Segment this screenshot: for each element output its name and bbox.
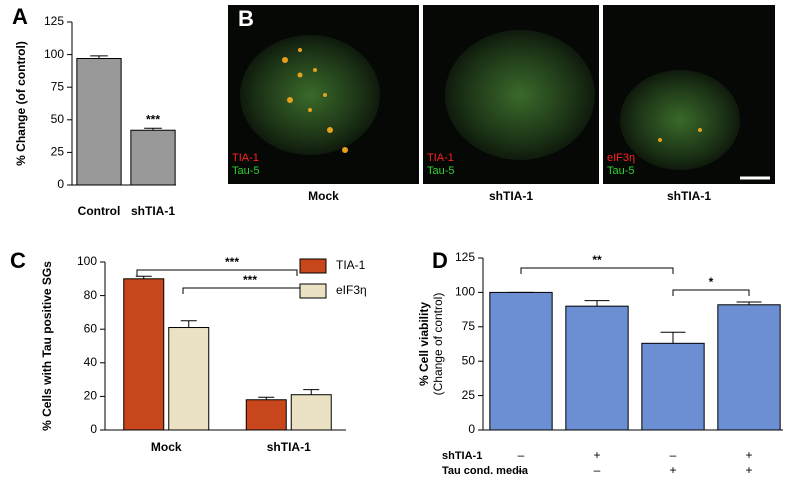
table-cell: +: [669, 463, 676, 477]
table-cell: –: [594, 463, 601, 477]
y-axis-label: % Cell viability: [417, 302, 431, 386]
bar: [168, 327, 210, 431]
x-tick-label: shTIA-1: [267, 440, 311, 454]
bar: [245, 399, 287, 431]
green-label: Tau-5: [427, 165, 455, 177]
y-tick-label: 125: [44, 14, 64, 28]
y-tick-label: 0: [468, 422, 475, 436]
caption: shTIA-1: [489, 189, 533, 203]
significance: **: [592, 253, 602, 267]
cell: [620, 70, 740, 170]
table-cell: –: [518, 448, 525, 462]
y-axis-label: % Cells with Tau positive SGs: [40, 261, 54, 431]
legend-swatch: [299, 258, 327, 274]
cell: [240, 35, 380, 155]
caption: Mock: [308, 189, 339, 203]
legend-label: eIF3η: [336, 283, 367, 297]
panel-label: B: [238, 6, 254, 31]
significance: ***: [146, 112, 160, 126]
bar: [641, 342, 705, 431]
y-tick-label: 0: [57, 177, 64, 191]
panel-label: A: [12, 4, 28, 29]
x-tick-label: Control: [78, 204, 121, 218]
bracket: [136, 269, 298, 276]
red-label: TIA-1: [232, 152, 259, 164]
bar: [290, 394, 332, 431]
y-tick-label: 80: [84, 288, 98, 302]
y-axis-label: % Change (of control): [14, 41, 28, 166]
panel-label: D: [432, 248, 448, 273]
y-tick-label: 100: [455, 285, 475, 299]
x-tick-label: Mock: [151, 440, 182, 454]
y-tick-label: 100: [77, 254, 97, 268]
significance: ***: [243, 273, 257, 287]
bar: [717, 304, 781, 431]
y-tick-label: 50: [51, 112, 65, 126]
red-label: eIF3η: [607, 152, 635, 164]
y-tick-label: 40: [84, 355, 98, 369]
granules: [282, 48, 702, 153]
y-tick-label: 0: [90, 422, 97, 436]
significance: *: [709, 275, 714, 289]
cell: [445, 30, 595, 160]
error-bar: [584, 300, 610, 307]
red-label: TIA-1: [427, 152, 454, 164]
y-tick-label: 60: [84, 321, 98, 335]
table-row-label: shTIA-1: [442, 450, 482, 462]
y-axis-label: (Change of control): [431, 293, 445, 396]
error-bar: [135, 275, 152, 279]
table-cell: –: [670, 448, 677, 462]
bar: [489, 291, 553, 431]
caption: shTIA-1: [667, 189, 711, 203]
bar: [565, 305, 629, 431]
green-label: Tau-5: [607, 165, 635, 177]
error-bar: [90, 55, 108, 59]
panel-label: C: [10, 248, 26, 273]
table-cell: +: [745, 463, 752, 477]
bar: [130, 129, 176, 186]
error-bar: [258, 396, 275, 400]
y-tick-label: 20: [84, 389, 98, 403]
y-tick-label: 75: [462, 319, 476, 333]
significance: ***: [225, 255, 239, 269]
error-bar: [144, 127, 162, 131]
bracket: [182, 287, 318, 296]
green-label: Tau-5: [232, 165, 260, 177]
bracket: [672, 289, 750, 296]
y-tick-label: 50: [462, 353, 476, 367]
y-tick-label: 125: [455, 250, 475, 264]
legend-swatch: [299, 283, 327, 299]
error-bar: [660, 331, 686, 344]
x-tick-label: shTIA-1: [131, 204, 175, 218]
table-cell: +: [593, 448, 600, 462]
error-bar: [736, 301, 762, 305]
y-tick-label: 100: [44, 47, 64, 61]
error-bar: [303, 389, 320, 395]
error-bar: [180, 320, 197, 328]
table-cell: +: [745, 448, 752, 462]
micrographs: [228, 5, 775, 184]
legend-label: TIA-1: [336, 258, 366, 272]
y-tick-label: 25: [51, 145, 65, 159]
bar: [123, 278, 165, 431]
table-row-label: Tau cond. media: [442, 465, 529, 477]
bracket: [520, 267, 674, 274]
y-tick-label: 25: [462, 388, 476, 402]
table-cell: –: [518, 463, 525, 477]
y-tick-label: 75: [51, 79, 65, 93]
bar: [76, 58, 122, 186]
